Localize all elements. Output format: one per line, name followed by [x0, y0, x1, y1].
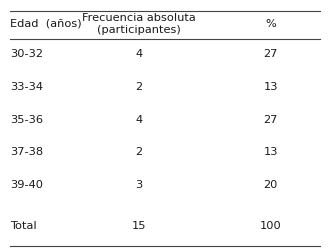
Text: Total: Total: [10, 220, 37, 231]
Text: 2: 2: [135, 147, 142, 158]
Text: %: %: [265, 19, 276, 29]
Text: 3: 3: [135, 180, 142, 190]
Text: Frecuencia absoluta
(participantes): Frecuencia absoluta (participantes): [82, 13, 195, 35]
Text: 27: 27: [263, 115, 278, 125]
Text: 33-34: 33-34: [10, 82, 43, 92]
Text: 27: 27: [263, 49, 278, 59]
Text: 37-38: 37-38: [10, 147, 43, 158]
Text: 30-32: 30-32: [10, 49, 43, 59]
Text: Edad  (años): Edad (años): [10, 19, 82, 29]
Text: 4: 4: [135, 115, 142, 125]
Text: 2: 2: [135, 82, 142, 92]
Text: 35-36: 35-36: [10, 115, 43, 125]
Text: 13: 13: [263, 82, 278, 92]
Text: 100: 100: [260, 220, 281, 231]
Text: 13: 13: [263, 147, 278, 158]
Text: 39-40: 39-40: [10, 180, 43, 190]
Text: 4: 4: [135, 49, 142, 59]
Text: 20: 20: [263, 180, 278, 190]
Text: 15: 15: [131, 220, 146, 231]
